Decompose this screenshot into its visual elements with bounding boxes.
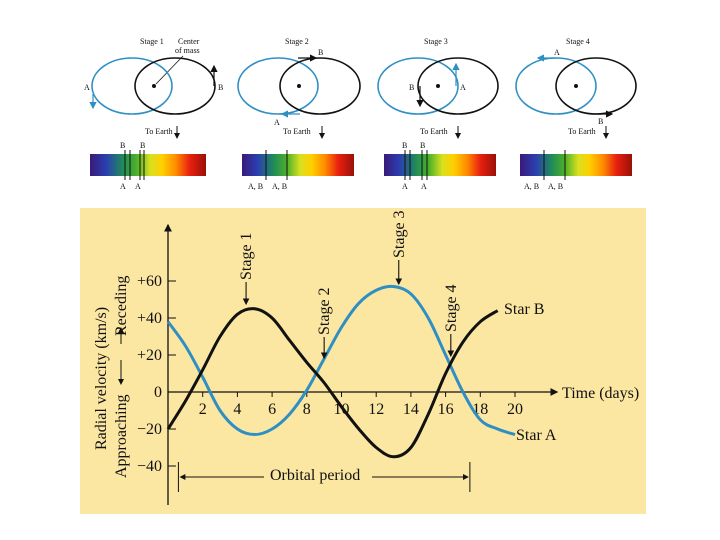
star-b-orbit xyxy=(134,57,216,115)
stage-3-panel: Stage 3 B A To Earth B B A A xyxy=(377,37,499,191)
spectrum-bottom-label: A, B xyxy=(524,182,539,191)
star-a-label: A xyxy=(554,48,560,57)
chart-annotations: Stage 1 Stage 2 Stage 3 Stage 4 xyxy=(238,210,460,360)
spectrum-strip xyxy=(242,154,354,176)
stage-4-annotation-label: Stage 4 xyxy=(443,284,460,332)
to-earth-label: To Earth xyxy=(145,127,173,136)
star-b-label: B xyxy=(409,83,414,92)
to-earth-label: To Earth xyxy=(568,127,596,136)
star-a-orbit xyxy=(377,57,459,115)
center-of-mass-label: Center xyxy=(178,37,200,46)
center-of-mass-pointer xyxy=(155,55,184,85)
star-a-orbit xyxy=(91,57,173,115)
to-earth-label: To Earth xyxy=(420,127,448,136)
spectrum-strip xyxy=(90,154,206,176)
spectrum-bottom-label: A xyxy=(421,182,427,191)
x-tick-label: 14 xyxy=(403,401,419,418)
y-tick-label: 0 xyxy=(154,384,162,401)
x-tick-label: 2 xyxy=(199,401,207,418)
stage-4-label: Stage 4 xyxy=(566,37,590,46)
star-b-orbit xyxy=(417,57,499,115)
receding-label: Receding xyxy=(113,276,130,336)
star-a-series-label: Star A xyxy=(516,427,557,444)
spectrum-top-label: B xyxy=(402,141,407,150)
orbital-period-bracket: Orbital period xyxy=(177,462,471,492)
center-of-mass-label-2: of mass xyxy=(175,46,200,55)
y-axis-label: Radial velocity (km/s) xyxy=(93,307,110,450)
center-of-mass-dot xyxy=(297,84,301,88)
star-a-velocity-curve xyxy=(166,284,516,437)
stage-2-annotation-label: Stage 2 xyxy=(316,287,333,335)
stage-4-panel: Stage 4 A B To Earth A, B A, B xyxy=(515,37,637,191)
chart-panel xyxy=(80,208,646,514)
y-tick-label: −20 xyxy=(137,421,162,438)
y-tick-label: +40 xyxy=(137,310,162,327)
y-tick-label: +60 xyxy=(137,273,162,290)
center-of-mass-dot xyxy=(574,84,578,88)
x-tick-label: 6 xyxy=(268,401,276,418)
star-a-orbit xyxy=(237,57,319,115)
x-tick-label: 18 xyxy=(472,401,488,418)
star-b-label: B xyxy=(318,48,323,57)
radial-velocity-chart: 2 4 6 8 10 12 14 16 18 20−40−200+20+40+60 Stage 1… xyxy=(80,208,646,514)
to-earth-label: To Earth xyxy=(283,127,311,136)
stage-3-label: Stage 3 xyxy=(424,37,448,46)
spectrum-strip xyxy=(520,154,632,176)
star-b-label: B xyxy=(218,83,223,92)
orbital-period-label: Orbital period xyxy=(270,467,360,484)
stage-3-annotation-label: Stage 3 xyxy=(391,210,408,258)
star-a-label: A xyxy=(274,118,280,127)
orbit-stages: Stage 1 Center of mass A B To Earth B B … xyxy=(84,37,637,191)
star-b-orbit xyxy=(279,57,361,115)
stage-2-label: Stage 2 xyxy=(285,37,309,46)
star-b-label: B xyxy=(598,117,603,126)
spectrum-bottom-label: A xyxy=(120,182,126,191)
spectrum-bottom-label: A, B xyxy=(248,182,263,191)
x-tick-label: 4 xyxy=(233,401,241,418)
x-tick-label: 8 xyxy=(303,401,311,418)
chart-axes xyxy=(164,223,559,505)
spectrum-bottom-label: A xyxy=(402,182,408,191)
center-of-mass-dot xyxy=(436,84,440,88)
stage-2-panel: Stage 2 B A To Earth A, B A, B xyxy=(237,37,361,191)
star-a-label: A xyxy=(460,83,466,92)
y-tick-label: −40 xyxy=(137,458,162,475)
center-of-mass-dot xyxy=(152,84,156,88)
y-tick-label: +20 xyxy=(137,347,162,364)
star-b-velocity-curve xyxy=(166,307,499,459)
spectrum-top-label: B xyxy=(420,141,425,150)
star-a-label: A xyxy=(84,83,90,92)
spectrum-strip xyxy=(384,154,496,176)
stage-1-panel: Stage 1 Center of mass A B To Earth B B … xyxy=(84,37,223,191)
approaching-label: Approaching xyxy=(113,394,130,478)
spectrum-bottom-label: A, B xyxy=(272,182,287,191)
x-tick-label: 12 xyxy=(368,401,384,418)
stage-1-label: Stage 1 xyxy=(140,37,164,46)
x-tick-label: 16 xyxy=(438,401,454,418)
x-tick-label: 20 xyxy=(507,401,523,418)
spectrum-bottom-label: A, B xyxy=(548,182,563,191)
x-axis-label: Time (days) xyxy=(562,385,639,402)
spectrum-top-label: B xyxy=(120,141,125,150)
chart-series xyxy=(166,284,516,459)
stage-1-annotation-label: Stage 1 xyxy=(238,232,255,280)
star-b-series-label: Star B xyxy=(504,301,544,318)
spectrum-bottom-label: A xyxy=(135,182,141,191)
spectrum-top-label: B xyxy=(140,141,145,150)
